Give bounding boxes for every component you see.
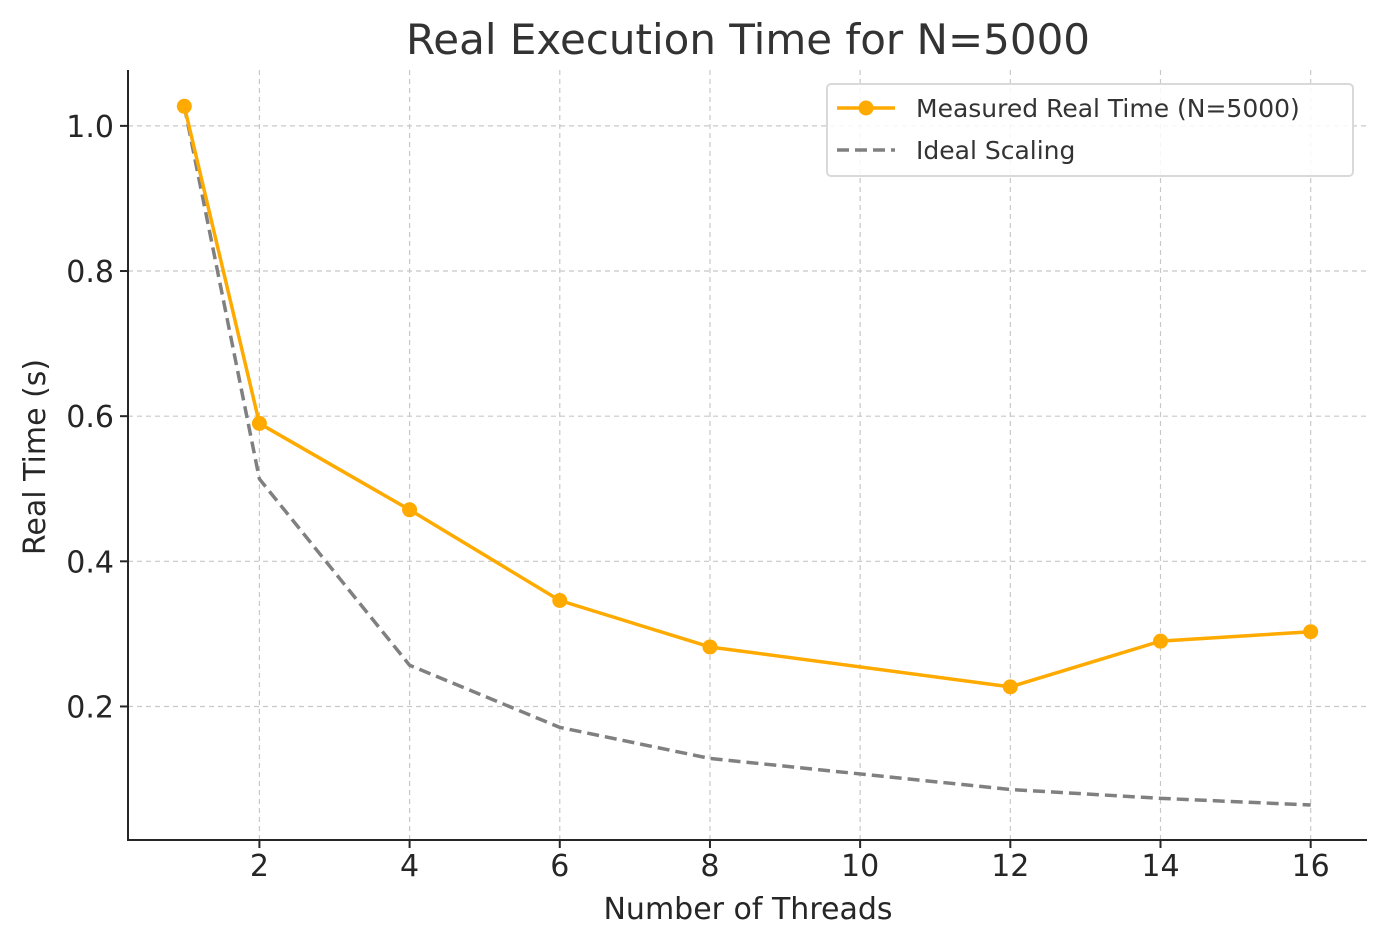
legend: Measured Real Time (N=5000) Ideal Scalin… bbox=[826, 83, 1354, 177]
measured-point bbox=[1002, 679, 1018, 695]
x-tick-label: 12 bbox=[991, 849, 1029, 884]
ticks: 2 4 6 8 10 12 14 16 0.2 0.4 0.6 0.8 1.0 bbox=[66, 110, 1329, 884]
legend-marker-measured bbox=[858, 100, 874, 116]
measured-point bbox=[1153, 633, 1168, 649]
measured-point bbox=[251, 415, 267, 431]
grid-lines bbox=[128, 70, 1367, 840]
measured-point bbox=[402, 502, 418, 518]
measured-series-line bbox=[182, 105, 1311, 689]
chart-title: Real Execution Time for N=5000 bbox=[406, 15, 1090, 64]
y-tick-label: 0.4 bbox=[66, 545, 114, 580]
series-layer bbox=[176, 98, 1319, 807]
x-tick-label: 6 bbox=[550, 849, 569, 884]
y-tick-label: 1.0 bbox=[66, 110, 114, 145]
x-tick-label: 14 bbox=[1141, 849, 1179, 884]
x-tick-label: 2 bbox=[250, 849, 269, 884]
legend-label-ideal: Ideal Scaling bbox=[916, 136, 1075, 165]
ideal-series-line bbox=[182, 105, 1311, 807]
y-axis-title: Real Time (s) bbox=[18, 359, 53, 555]
legend-label-measured: Measured Real Time (N=5000) bbox=[916, 94, 1300, 123]
measured-point bbox=[1303, 624, 1319, 640]
x-axis-title: Number of Threads bbox=[603, 892, 892, 927]
y-tick-label: 0.2 bbox=[66, 690, 114, 725]
y-tick-label: 0.6 bbox=[66, 400, 114, 435]
measured-point bbox=[552, 593, 568, 609]
y-tick-label: 0.8 bbox=[66, 255, 114, 290]
measured-point bbox=[702, 639, 718, 655]
x-tick-label: 8 bbox=[700, 849, 719, 884]
x-tick-label: 4 bbox=[400, 849, 419, 884]
x-tick-label: 10 bbox=[841, 849, 879, 884]
x-tick-label: 16 bbox=[1292, 849, 1330, 884]
legend-box bbox=[826, 83, 1354, 177]
measured-point bbox=[176, 98, 192, 114]
